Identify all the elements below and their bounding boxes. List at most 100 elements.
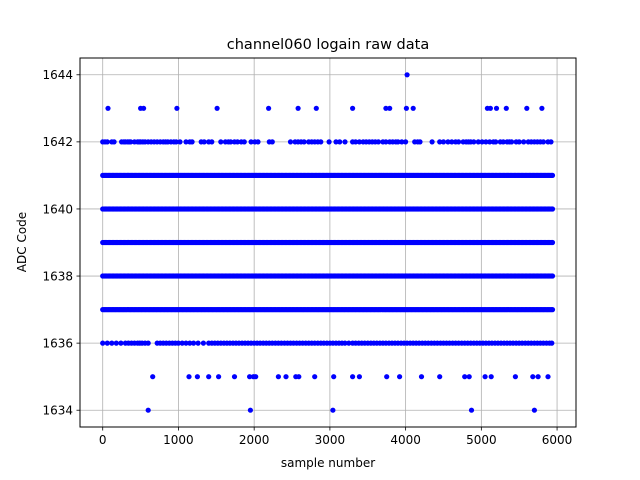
data-point bbox=[179, 340, 185, 346]
data-point bbox=[397, 374, 403, 380]
data-point bbox=[384, 374, 390, 380]
data-point bbox=[187, 340, 193, 346]
data-point bbox=[283, 374, 289, 380]
data-point bbox=[318, 139, 324, 145]
data-point bbox=[312, 374, 318, 380]
data-point bbox=[462, 374, 468, 380]
data-point bbox=[183, 340, 189, 346]
data-point bbox=[255, 139, 261, 145]
data-point bbox=[183, 139, 189, 145]
data-point bbox=[387, 105, 393, 111]
data-point bbox=[410, 105, 416, 111]
data-point bbox=[145, 340, 151, 346]
data-point bbox=[201, 139, 207, 145]
data-point bbox=[269, 139, 275, 145]
data-point bbox=[174, 105, 180, 111]
data-point bbox=[231, 374, 238, 380]
data-point bbox=[399, 139, 405, 145]
data-point bbox=[266, 105, 272, 111]
data-point bbox=[186, 374, 192, 380]
data-point bbox=[189, 139, 195, 145]
data-point bbox=[105, 105, 111, 111]
data-point bbox=[539, 105, 545, 111]
data-point bbox=[128, 139, 134, 145]
data-point bbox=[545, 374, 551, 380]
data-point bbox=[483, 139, 489, 145]
data-point bbox=[482, 374, 488, 380]
data-point bbox=[383, 139, 389, 145]
data-point bbox=[417, 139, 423, 145]
data-point bbox=[509, 139, 515, 145]
data-point bbox=[493, 105, 500, 111]
data-point bbox=[150, 374, 156, 380]
data-point bbox=[141, 105, 147, 111]
data-point bbox=[466, 374, 472, 380]
x-tick-label: 2000 bbox=[239, 433, 270, 447]
data-point bbox=[113, 340, 119, 346]
x-tick-label: 4000 bbox=[390, 433, 421, 447]
data-point bbox=[440, 139, 447, 145]
data-point bbox=[445, 139, 451, 145]
y-tick-label: 1642 bbox=[42, 135, 73, 149]
data-point bbox=[535, 374, 541, 380]
data-point bbox=[248, 139, 254, 145]
data-point bbox=[295, 105, 301, 111]
plot-area-frame bbox=[79, 57, 577, 428]
data-point bbox=[487, 139, 493, 145]
data-point bbox=[449, 139, 455, 145]
data-point bbox=[104, 340, 110, 346]
data-point bbox=[429, 139, 435, 145]
data-point bbox=[209, 139, 215, 145]
data-point bbox=[468, 407, 475, 413]
data-point bbox=[487, 105, 493, 111]
data-point bbox=[549, 307, 556, 313]
data-point bbox=[234, 139, 241, 145]
data-point bbox=[375, 139, 381, 145]
data-point bbox=[175, 340, 181, 346]
data-point bbox=[228, 139, 234, 145]
data-point bbox=[331, 374, 337, 380]
data-point bbox=[194, 374, 200, 380]
x-axis-label: sample number bbox=[281, 456, 375, 470]
data-point bbox=[549, 273, 556, 279]
data-point bbox=[549, 239, 556, 246]
data-point bbox=[356, 139, 362, 145]
axis-ticks: 0 1000 2000 3000 4000 5000 6000 1634 1636 1638 164… bbox=[42, 68, 572, 447]
data-point bbox=[253, 374, 259, 380]
data-point bbox=[330, 407, 336, 413]
data-point bbox=[488, 374, 494, 380]
y-tick-label: 1638 bbox=[42, 269, 73, 283]
data-point bbox=[350, 105, 356, 111]
data-point bbox=[516, 139, 522, 145]
data-point bbox=[524, 105, 530, 111]
data-point bbox=[479, 139, 485, 145]
data-point bbox=[118, 340, 124, 346]
data-point bbox=[275, 374, 281, 380]
x-tick-label: 0 bbox=[99, 433, 107, 447]
data-point bbox=[342, 340, 348, 346]
data-point bbox=[404, 72, 410, 78]
data-point bbox=[512, 374, 519, 380]
data-point bbox=[475, 139, 481, 145]
data-point bbox=[456, 139, 462, 145]
data-point bbox=[296, 374, 302, 380]
data-point bbox=[326, 139, 332, 145]
y-tick-label: 1636 bbox=[42, 336, 73, 350]
x-tick-label: 5000 bbox=[466, 433, 497, 447]
data-point bbox=[403, 105, 409, 111]
data-point bbox=[437, 374, 443, 380]
x-tick-label: 3000 bbox=[315, 433, 346, 447]
y-tick-label: 1640 bbox=[42, 202, 73, 216]
y-tick-label: 1644 bbox=[42, 68, 73, 82]
x-tick-label: 6000 bbox=[542, 433, 573, 447]
data-point bbox=[287, 139, 294, 145]
y-axis-label: ADC Code bbox=[15, 212, 29, 272]
data-point bbox=[418, 374, 425, 380]
data-point bbox=[503, 105, 509, 111]
data-point bbox=[111, 139, 117, 145]
data-point bbox=[346, 340, 352, 346]
data-point bbox=[191, 340, 197, 346]
data-point bbox=[500, 139, 506, 145]
data-point bbox=[530, 374, 536, 380]
